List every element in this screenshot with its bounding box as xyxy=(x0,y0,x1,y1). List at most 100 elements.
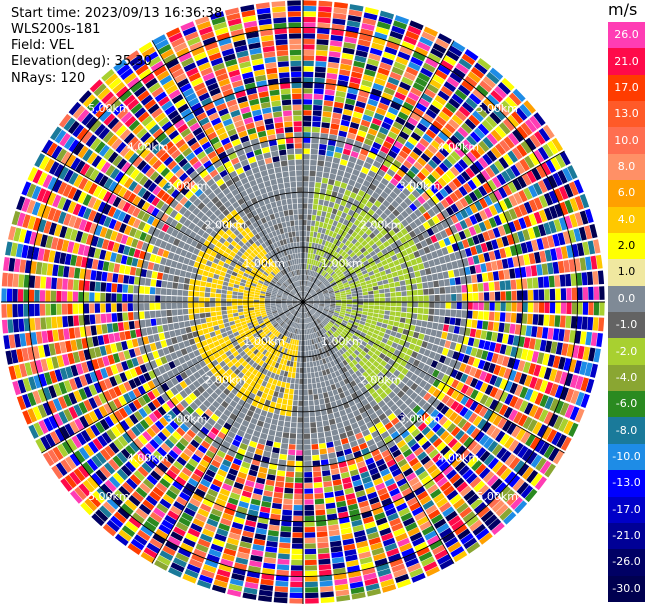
velocity-gate xyxy=(199,297,205,302)
velocity-gate xyxy=(308,303,313,307)
velocity-gate xyxy=(308,299,314,302)
velocity-gate xyxy=(269,424,277,431)
velocity-gate xyxy=(410,131,421,142)
velocity-gate xyxy=(313,193,320,199)
velocity-gate xyxy=(362,429,371,437)
velocity-gate xyxy=(496,237,504,248)
velocity-gate xyxy=(510,164,521,177)
velocity-gate xyxy=(455,371,464,381)
velocity-gate xyxy=(409,212,418,221)
velocity-gate xyxy=(378,444,388,453)
velocity-gate xyxy=(332,434,340,442)
velocity-gate xyxy=(567,165,578,180)
velocity-gate xyxy=(531,351,539,363)
velocity-gate xyxy=(376,387,384,396)
velocity-gate xyxy=(525,265,532,277)
velocity-gate xyxy=(421,440,432,451)
velocity-gate xyxy=(332,112,342,120)
velocity-gate xyxy=(557,170,568,184)
velocity-gate xyxy=(160,310,167,317)
velocity-gate xyxy=(559,402,570,417)
velocity-gate xyxy=(441,331,448,340)
velocity-gate xyxy=(303,378,308,384)
velocity-gate xyxy=(394,91,407,101)
velocity-gate xyxy=(308,322,312,329)
velocity-gate xyxy=(205,317,212,323)
velocity-gate xyxy=(364,263,371,270)
velocity-gate xyxy=(334,96,345,103)
velocity-gate xyxy=(350,224,358,231)
velocity-gate xyxy=(489,302,495,311)
velocity-gate xyxy=(501,420,512,432)
velocity-gate xyxy=(319,269,324,275)
velocity-gate xyxy=(423,479,436,490)
velocity-gate xyxy=(361,232,369,240)
velocity-gate xyxy=(498,485,511,499)
velocity-gate xyxy=(384,542,398,552)
velocity-gate xyxy=(308,281,312,287)
velocity-gate xyxy=(367,287,374,292)
velocity-gate xyxy=(319,302,325,305)
velocity-gate xyxy=(290,581,303,588)
velocity-gate xyxy=(311,220,316,226)
velocity-gate xyxy=(291,559,303,566)
velocity-gate xyxy=(347,249,353,256)
velocity-gate xyxy=(356,44,370,53)
velocity-gate xyxy=(354,484,364,493)
velocity-gate xyxy=(533,149,545,163)
velocity-gate xyxy=(344,272,351,277)
velocity-gate xyxy=(303,340,306,346)
velocity-gate xyxy=(319,144,327,150)
velocity-gate xyxy=(327,390,334,397)
velocity-gate xyxy=(166,316,173,324)
velocity-gate xyxy=(593,302,600,316)
velocity-gate xyxy=(482,136,494,149)
velocity-gate xyxy=(554,385,564,399)
velocity-gate xyxy=(458,465,470,477)
velocity-gate xyxy=(317,274,322,280)
velocity-gate xyxy=(438,162,449,173)
velocity-gate xyxy=(555,288,561,301)
velocity-gate xyxy=(341,114,352,122)
velocity-gate xyxy=(393,435,403,444)
velocity-gate xyxy=(326,224,332,231)
velocity-gate xyxy=(353,266,360,272)
velocity-gate xyxy=(469,328,477,338)
velocity-gate xyxy=(586,271,594,285)
velocity-gate xyxy=(358,171,367,180)
velocity-gate xyxy=(323,292,329,296)
velocity-gate xyxy=(342,538,355,546)
velocity-gate xyxy=(324,380,331,387)
velocity-gate xyxy=(354,226,361,234)
velocity-gate xyxy=(337,228,344,236)
velocity-gate xyxy=(380,430,390,439)
velocity-gate xyxy=(318,256,323,262)
velocity-gate xyxy=(338,204,345,212)
velocity-gate xyxy=(450,546,465,558)
velocity-gate xyxy=(56,316,63,328)
velocity-gate xyxy=(457,528,471,540)
velocity-gate xyxy=(599,286,605,300)
velocity-gate xyxy=(291,416,297,423)
velocity-gate xyxy=(318,336,323,342)
velocity-gate xyxy=(453,130,465,142)
velocity-gate xyxy=(510,496,524,510)
velocity-gate xyxy=(405,215,414,224)
velocity-gate xyxy=(519,400,529,413)
velocity-gate xyxy=(340,292,346,296)
velocity-gate xyxy=(403,354,411,362)
velocity-gate xyxy=(369,274,376,280)
velocity-gate xyxy=(228,317,235,322)
velocity-gate xyxy=(317,536,329,543)
velocity-gate xyxy=(446,489,459,501)
velocity-gate xyxy=(331,162,339,170)
velocity-gate xyxy=(480,510,494,523)
velocity-gate xyxy=(357,295,363,299)
velocity-gate xyxy=(271,502,282,510)
velocity-gate xyxy=(482,153,493,166)
velocity-gate xyxy=(368,443,378,452)
velocity-gate xyxy=(303,334,305,341)
velocity-gate xyxy=(290,355,295,362)
velocity-gate xyxy=(463,537,478,550)
velocity-gate xyxy=(401,367,409,376)
